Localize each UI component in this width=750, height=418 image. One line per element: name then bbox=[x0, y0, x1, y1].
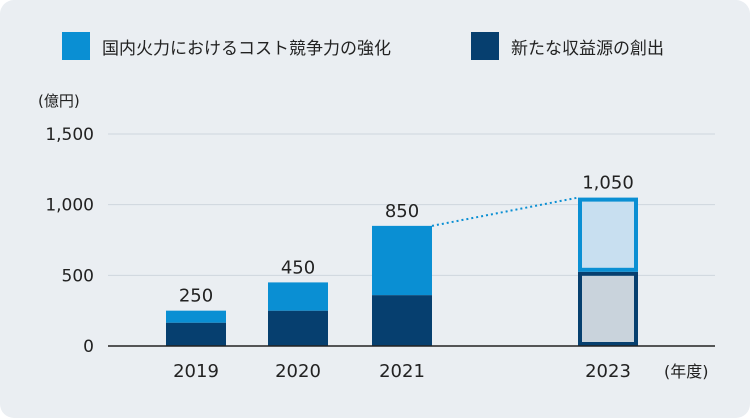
legend-item-new-revenue: 新たな収益源の創出 bbox=[471, 32, 664, 60]
bar-segment-projected bbox=[578, 271, 638, 346]
bar-segment bbox=[166, 322, 226, 346]
x-tick-label: 2023 bbox=[585, 361, 631, 382]
bar-segment bbox=[372, 295, 432, 346]
y-tick-label: 0 bbox=[83, 337, 94, 357]
legend-swatch-dark bbox=[471, 32, 499, 60]
x-axis-unit: (年度) bbox=[664, 362, 709, 381]
x-tick-label: 2019 bbox=[173, 361, 219, 382]
legend-label: 新たな収益源の創出 bbox=[511, 38, 664, 59]
x-tick-label: 2020 bbox=[275, 361, 321, 382]
x-tick-label: 2021 bbox=[379, 361, 425, 382]
bar-total-label: 250 bbox=[179, 286, 213, 307]
bar-total-label: 1,050 bbox=[582, 173, 634, 194]
bar-segment bbox=[268, 310, 328, 346]
legend-item-cost-competitiveness: 国内火力におけるコスト競争力の強化 bbox=[62, 32, 391, 60]
bar-segment-projected bbox=[578, 197, 638, 272]
bar-segment bbox=[166, 310, 226, 323]
legend-swatch-light bbox=[62, 32, 90, 60]
bar-total-label: 450 bbox=[281, 257, 315, 278]
y-tick-label: 500 bbox=[62, 266, 94, 286]
y-tick-label: 1,500 bbox=[45, 125, 94, 145]
y-tick-label: 1,000 bbox=[45, 196, 94, 216]
trend-dotted-line bbox=[431, 196, 579, 227]
bar-total-label: 850 bbox=[385, 201, 419, 222]
bar-segment bbox=[268, 282, 328, 311]
bar-segment bbox=[372, 225, 432, 296]
legend-label: 国内火力におけるコスト競争力の強化 bbox=[102, 38, 391, 59]
y-axis-unit: (億円) bbox=[38, 92, 80, 110]
